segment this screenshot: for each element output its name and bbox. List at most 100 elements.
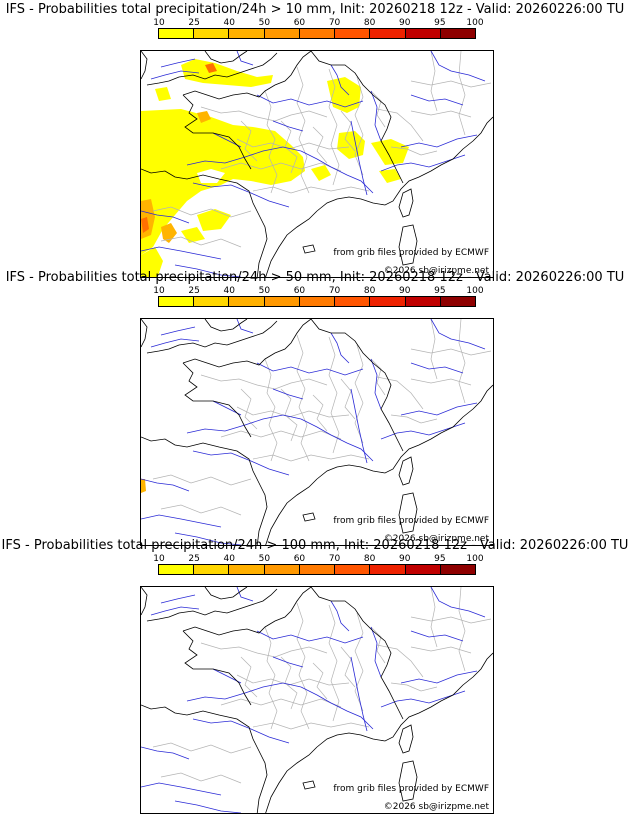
river <box>186 146 302 166</box>
river <box>160 58 196 68</box>
river <box>430 51 486 82</box>
scale-tick-95: 95 <box>434 286 446 296</box>
admin-border <box>340 378 356 420</box>
coastline <box>182 319 312 368</box>
admin-border <box>376 376 424 410</box>
admin-border <box>296 334 310 462</box>
scale-segment <box>229 297 265 306</box>
coastline <box>182 630 252 706</box>
river <box>350 120 368 196</box>
river <box>400 670 478 684</box>
coastline <box>141 704 268 813</box>
france-map <box>141 319 493 545</box>
river <box>174 532 242 545</box>
coastline <box>310 319 404 452</box>
admin-border <box>410 80 492 88</box>
color-scale: 10 25 40 50 60 70 80 90 95 100 <box>153 554 484 576</box>
admin-border <box>410 646 472 654</box>
admin-border <box>220 162 342 172</box>
copyright-credit: ©2026 sb@irizpme.net <box>383 802 489 812</box>
precip-area <box>205 63 217 73</box>
admin-border <box>160 236 242 248</box>
scale-labels: 10 25 40 50 60 70 80 90 95 100 <box>153 18 483 28</box>
admin-border <box>354 76 364 176</box>
scale-tick-25: 25 <box>188 286 200 296</box>
admin-border <box>458 51 466 136</box>
coastline <box>316 384 493 480</box>
panel-100mm: IFS - Probabilities total precipitation/… <box>0 538 630 814</box>
river <box>256 94 364 108</box>
admin-border <box>264 626 278 730</box>
river <box>150 606 200 616</box>
scale-tick-70: 70 <box>328 18 341 28</box>
precip-area <box>141 217 149 233</box>
precip-area <box>197 209 231 231</box>
scale-tick-60: 60 <box>293 286 306 296</box>
panel-10mm: IFS - Probabilities total precipitation/… <box>0 2 630 278</box>
scale-tick-50: 50 <box>258 18 271 28</box>
coastline <box>141 436 268 545</box>
river <box>380 690 466 708</box>
admin-border <box>370 358 386 396</box>
river <box>400 134 478 148</box>
river <box>236 319 254 334</box>
scale-bar <box>158 296 476 307</box>
admin-border <box>296 602 310 730</box>
map-title: IFS - Probabilities total precipitation/… <box>1 538 629 553</box>
admin-border <box>252 722 370 730</box>
island <box>302 244 316 254</box>
admin-border <box>312 662 328 700</box>
admin-border <box>312 126 328 164</box>
admin-border <box>280 388 298 442</box>
river <box>272 388 304 400</box>
admin-border <box>280 656 298 710</box>
admin-border <box>370 626 386 664</box>
scale-tick-50: 50 <box>258 286 271 296</box>
scale-segment <box>405 297 441 306</box>
island <box>398 188 414 218</box>
river <box>160 594 196 604</box>
scale-segment <box>299 565 336 574</box>
scale-tick-60: 60 <box>293 18 306 28</box>
france-map <box>141 587 493 813</box>
river <box>300 150 374 194</box>
scale-tick-10: 10 <box>153 18 165 28</box>
scale-segment <box>335 565 371 574</box>
coastline <box>204 587 248 600</box>
admin-border <box>200 642 328 658</box>
scale-bar <box>158 28 476 39</box>
river <box>380 422 466 440</box>
scale-tick-50: 50 <box>258 554 271 564</box>
coastline <box>141 51 148 80</box>
source-credit: from grib files provided by ECMWF <box>333 248 489 258</box>
admin-border <box>220 430 342 440</box>
admin-border <box>328 68 340 186</box>
river <box>174 800 242 813</box>
admin-border <box>410 348 492 356</box>
admin-border <box>410 378 472 386</box>
island <box>398 724 414 754</box>
admin-border <box>458 319 466 404</box>
admin-border <box>252 186 370 194</box>
admin-border <box>410 616 492 624</box>
coastline <box>146 52 278 86</box>
precip-area <box>181 59 273 87</box>
river <box>141 782 222 796</box>
scale-labels: 10 25 40 50 60 70 80 90 95 100 <box>153 554 483 564</box>
scale-segment <box>440 565 475 574</box>
admin-border <box>160 504 242 516</box>
scale-tick-95: 95 <box>434 554 446 564</box>
river <box>141 210 190 224</box>
admin-border <box>152 474 252 486</box>
island <box>302 780 316 790</box>
island <box>398 224 418 266</box>
precip-area <box>337 131 365 159</box>
admin-border <box>328 336 340 454</box>
coastline <box>204 51 248 64</box>
river <box>350 656 368 732</box>
admin-border <box>264 90 278 194</box>
scale-tick-100: 100 <box>466 554 484 564</box>
scale-tick-95: 95 <box>434 18 446 28</box>
scale-tick-90: 90 <box>399 554 411 564</box>
coastline <box>310 51 404 184</box>
